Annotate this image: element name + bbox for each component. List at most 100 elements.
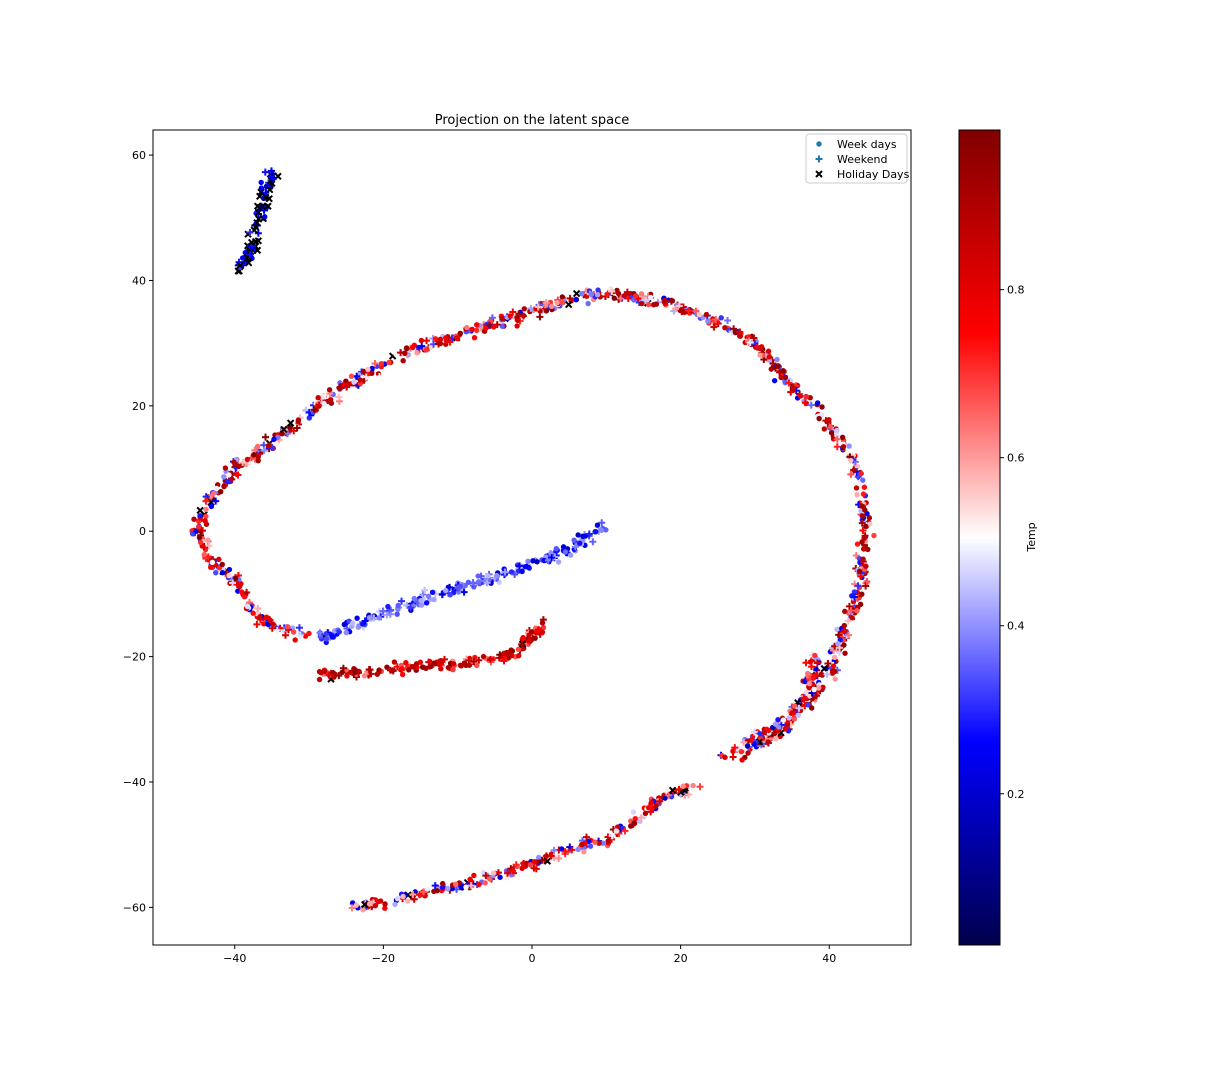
weekend-point (269, 175, 277, 183)
weekday-point (339, 669, 345, 676)
weekday-point (630, 809, 637, 815)
weekend-point (353, 372, 361, 380)
weekday-point (507, 313, 513, 319)
weekday-point (633, 293, 639, 299)
weekday-point (839, 434, 846, 441)
weekday-point (360, 368, 367, 375)
weekend-point (621, 827, 629, 835)
weekend-point (246, 251, 254, 259)
weekday-point (471, 335, 478, 341)
weekend-point (685, 307, 693, 315)
holiday-point (668, 786, 677, 794)
weekday-point (236, 583, 243, 590)
weekday-point (594, 522, 601, 528)
weekend-point (254, 604, 262, 612)
weekend-point (624, 295, 632, 303)
weekend-point (582, 833, 590, 841)
weekday-point (795, 712, 802, 718)
weekend-point (731, 744, 739, 752)
legend-marker-weekdays (816, 141, 822, 147)
weekday-point (812, 652, 818, 659)
weekday-point (797, 393, 804, 399)
weekday-point (808, 705, 815, 711)
weekend-point (253, 620, 261, 628)
weekday-point (361, 673, 368, 679)
weekday-point (757, 345, 763, 352)
weekend-point (529, 634, 537, 642)
weekday-point (632, 815, 638, 822)
weekday-point (232, 575, 239, 582)
holiday-point (244, 259, 253, 267)
weekday-point (238, 589, 245, 595)
weekend-point (316, 629, 324, 637)
weekday-point (254, 443, 261, 450)
weekday-point (443, 335, 449, 341)
weekend-point (268, 167, 276, 175)
colorbar-tick-label: 0.8 (1007, 284, 1025, 297)
weekend-point (769, 359, 777, 367)
weekend-point (257, 616, 265, 624)
weekday-point (645, 301, 652, 308)
weekday-point (499, 323, 505, 329)
weekday-point (343, 629, 349, 636)
weekend-point (283, 430, 291, 438)
weekday-point (348, 373, 355, 379)
weekday-point (526, 632, 532, 638)
weekend-point (348, 904, 356, 912)
weekday-point (662, 795, 668, 801)
weekday-point (442, 587, 449, 594)
weekday-point (856, 480, 862, 487)
weekday-point (595, 287, 601, 293)
weekday-point (867, 521, 873, 527)
x-tick-label: 0 (529, 952, 536, 965)
weekend-point (750, 728, 758, 736)
y-tick-label: 60 (132, 149, 146, 162)
weekday-point (703, 311, 710, 318)
plot-frame (152, 129, 912, 946)
weekend-point (685, 791, 693, 799)
weekday-point (858, 503, 865, 509)
weekend-point (831, 642, 839, 650)
weekend-point (386, 610, 394, 618)
weekday-point (771, 377, 778, 384)
weekend-point (623, 288, 631, 296)
weekday-point (425, 593, 432, 600)
weekday-point (382, 901, 388, 907)
weekday-point (805, 702, 811, 708)
weekday-point (543, 308, 550, 314)
weekend-point (833, 435, 841, 443)
weekday-point (491, 324, 497, 330)
weekend-point (362, 373, 370, 381)
weekday-point (427, 658, 433, 665)
weekday-point (431, 596, 437, 603)
weekend-point (589, 538, 597, 546)
weekday-point (840, 444, 847, 450)
weekday-point (757, 730, 763, 737)
y-tick-label: 20 (132, 400, 146, 413)
holiday-point (280, 425, 288, 434)
weekday-point (336, 629, 342, 635)
weekend-point (455, 584, 463, 592)
weekday-point (810, 675, 816, 681)
weekday-point (773, 736, 779, 742)
weekday-point (328, 400, 335, 406)
weekday-point (458, 663, 464, 669)
weekday-point (558, 846, 565, 852)
weekday-point (690, 782, 696, 789)
weekday-point (226, 472, 232, 478)
weekday-point (231, 459, 237, 465)
weekend-point (710, 323, 718, 331)
weekday-point (515, 646, 522, 652)
weekday-point (418, 597, 424, 604)
weekend-point (467, 882, 475, 890)
weekday-point (352, 669, 358, 676)
weekend-point (205, 542, 213, 550)
weekday-point (395, 606, 401, 613)
weekday-point (842, 608, 848, 615)
weekend-point (847, 607, 855, 615)
weekday-point (780, 367, 786, 374)
weekend-point (477, 572, 485, 580)
weekday-point (832, 676, 838, 682)
weekday-point (863, 563, 869, 569)
weekday-point (596, 840, 602, 846)
